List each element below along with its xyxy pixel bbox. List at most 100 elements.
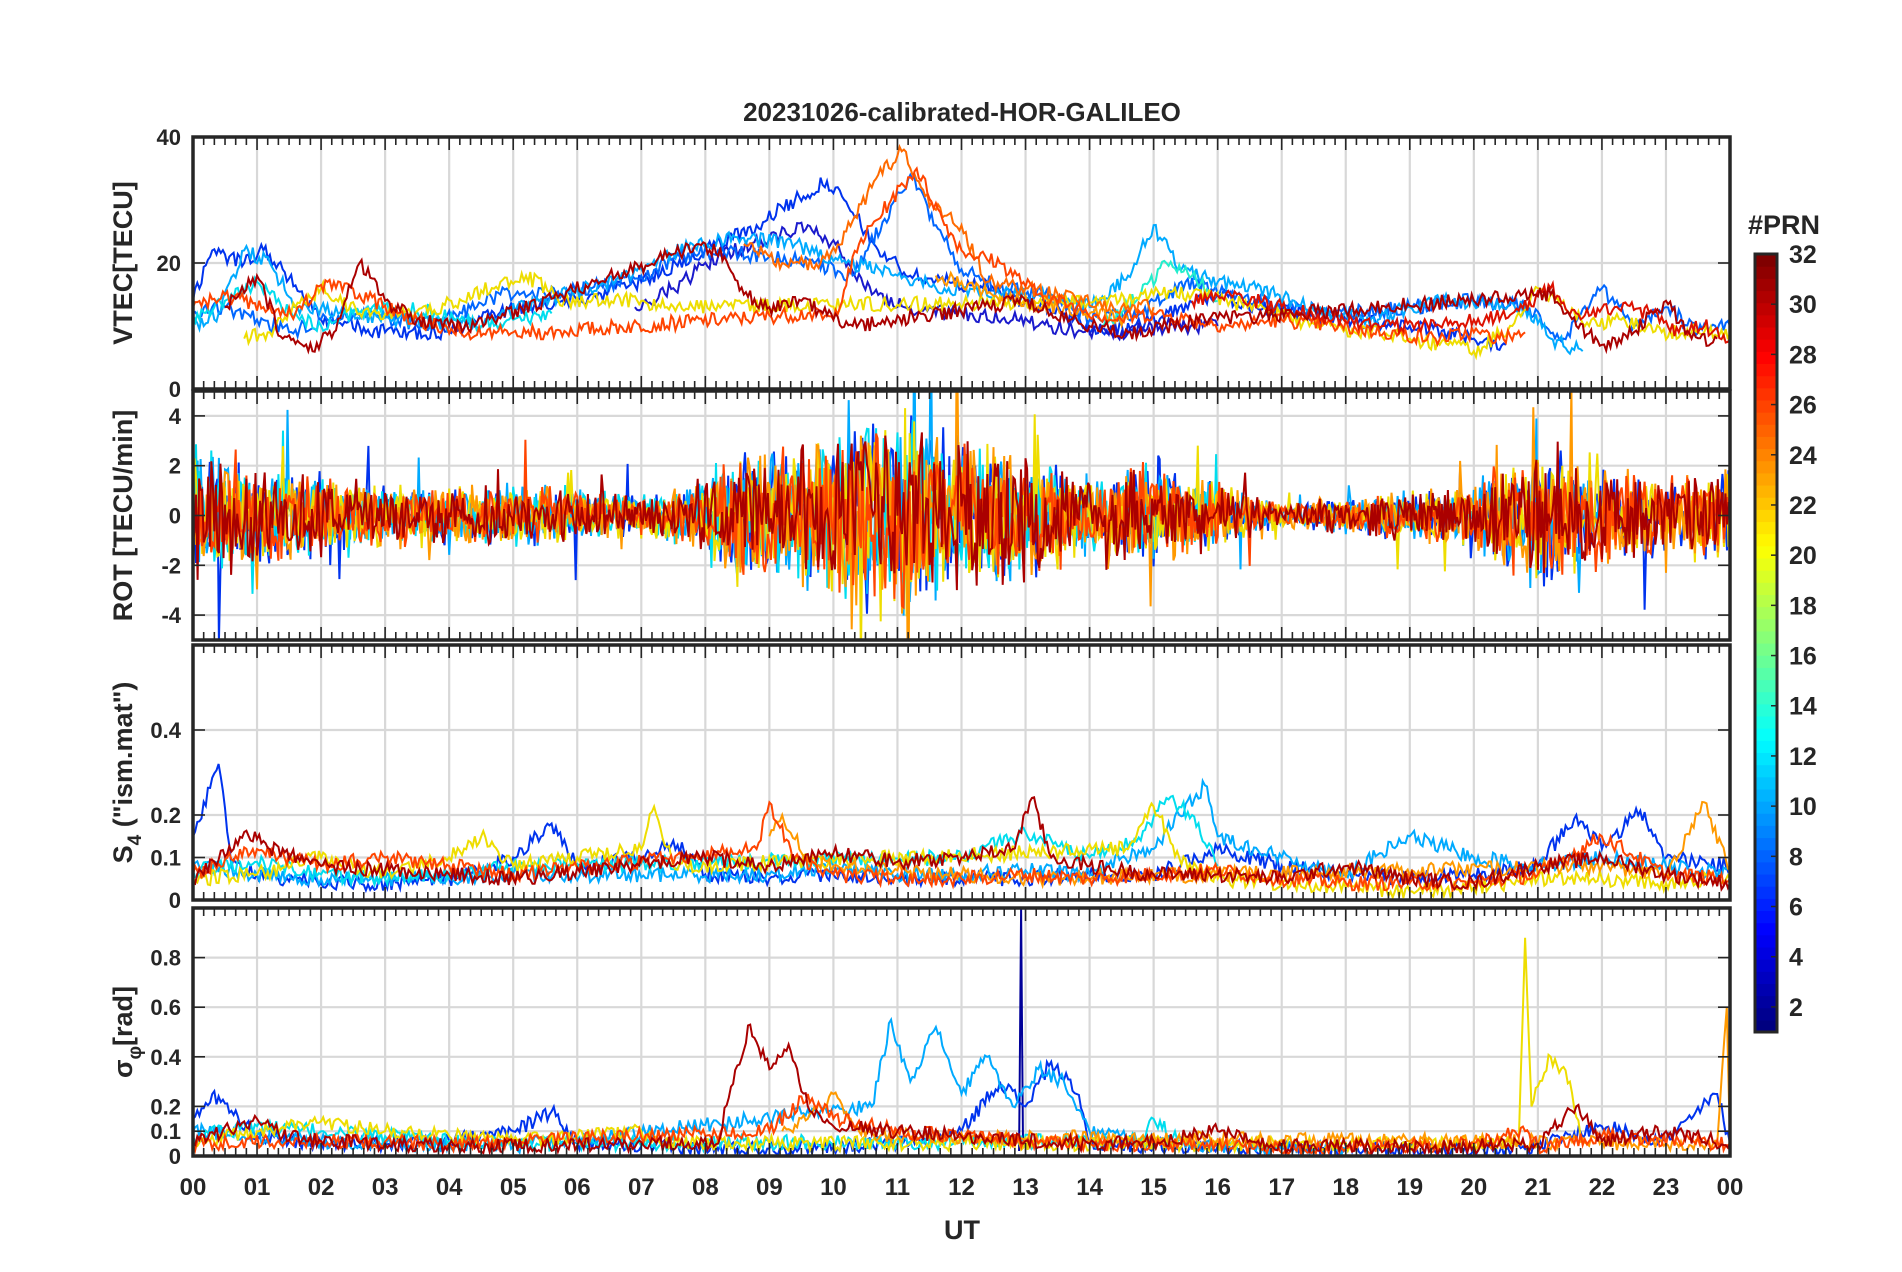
vtec-series-prn-26: [193, 166, 1526, 348]
colorbar-swatch: [1755, 873, 1777, 887]
colorbar-tick-label: 14: [1789, 693, 1817, 721]
colorbar-frame: [1753, 252, 1779, 1034]
colorbar-swatch: [1755, 813, 1777, 826]
axes-frame: [191, 906, 1732, 1158]
colorbar-swatch: [1755, 1007, 1777, 1021]
colorbar-swatch: [1755, 801, 1777, 814]
colorbar-swatch: [1755, 606, 1777, 620]
x-tick-label: 17: [1268, 1174, 1295, 1201]
colorbar-swatch: [1755, 448, 1777, 462]
y-tick-label: 0.2: [150, 803, 181, 828]
y-tick-label: 0.4: [150, 718, 181, 743]
colorbar-tick-label: 20: [1789, 542, 1817, 570]
colorbar-tick-label: 2: [1789, 994, 1803, 1022]
y-tick-label: 0: [169, 888, 181, 913]
y-axis-label: ROT [TECU/min]: [108, 410, 138, 621]
y-axis-label-rest: ("ism.mat"): [108, 682, 138, 835]
colorbar-swatch: [1755, 521, 1777, 535]
colorbar-swatch: [1755, 667, 1777, 681]
colorbar-swatch: [1755, 412, 1777, 425]
colorbar-swatch: [1755, 788, 1777, 802]
panel-rot: -4 -2 0 2 4 ROT [TECU/min]: [108, 389, 1732, 642]
colorbar-label: #PRN: [1748, 210, 1820, 240]
x-tick-label: 18: [1332, 1174, 1359, 1201]
x-tick-label: 08: [692, 1174, 719, 1201]
series-group: [193, 391, 1730, 640]
y-tick-label: 0: [169, 377, 181, 402]
colorbar-swatch: [1755, 278, 1777, 292]
rot-series-prn-20: [193, 408, 1730, 640]
colorbar-swatch: [1755, 509, 1777, 523]
colorbar-swatch: [1755, 266, 1777, 279]
y-axis-label-sub: φ: [125, 1046, 146, 1060]
y-tick-label: 0.4: [150, 1045, 181, 1070]
colorbar-swatch: [1755, 691, 1777, 705]
colorbar-tick-label: 8: [1789, 843, 1803, 871]
colorbar-swatch: [1755, 424, 1777, 437]
colorbar-swatch: [1755, 460, 1777, 474]
y-axis-label-sub: 4: [125, 834, 146, 845]
colorbar-tick-label: 12: [1789, 743, 1817, 771]
colorbar-swatch: [1755, 533, 1777, 547]
y-axis-label: S4 ("ism.mat"): [108, 682, 146, 864]
colorbar-swatch: [1755, 582, 1777, 595]
colorbar-swatch: [1755, 302, 1777, 316]
rot-series-prn-31: [193, 432, 1730, 591]
x-tick-label: 03: [372, 1174, 399, 1201]
colorbar-swatch: [1755, 825, 1777, 839]
colorbar-tick-label: 22: [1789, 492, 1817, 520]
colorbar-swatch: [1755, 351, 1777, 365]
colorbar-swatch: [1755, 679, 1777, 693]
colorbar-swatch: [1755, 545, 1777, 559]
x-axis-label: UT: [944, 1215, 980, 1245]
colorbar-swatch: [1755, 399, 1777, 413]
x-tick-label: 22: [1589, 1174, 1616, 1201]
colorbar-swatch: [1755, 946, 1777, 960]
colorbar-tick-label: 4: [1789, 944, 1803, 972]
colorbar-tick-label: 16: [1789, 643, 1817, 671]
colorbar-swatch: [1755, 764, 1777, 778]
colorbar-swatch: [1755, 387, 1777, 401]
colorbar-swatch: [1755, 922, 1777, 936]
vtec-series-prn-29: [1191, 279, 1730, 344]
y-tick-label: 0.1: [150, 846, 181, 871]
colorbar-tick-label: 10: [1789, 793, 1817, 821]
y-tick-label: 0: [169, 1144, 181, 1169]
sigma_phi-series-prn-20: [193, 937, 1584, 1155]
y-tick-label: -4: [161, 603, 181, 628]
colorbar-tick-label: 30: [1789, 291, 1817, 319]
panel-sigma_phi: 00.10.20.40.60.8σφ[rad]: [108, 906, 1732, 1169]
colorbar-swatch: [1755, 849, 1777, 863]
colorbar-swatch: [1755, 995, 1777, 1009]
y-tick-label: -2: [161, 553, 181, 578]
x-tick-label: 02: [308, 1174, 335, 1201]
series-group: [193, 143, 1730, 361]
colorbar-swatch: [1755, 363, 1777, 377]
colorbar-tick-label: 28: [1789, 341, 1817, 369]
colorbar-swatch: [1755, 1019, 1777, 1033]
colorbar-swatch: [1755, 630, 1777, 644]
colorbar-swatch: [1755, 643, 1777, 656]
colorbar-swatch: [1755, 570, 1777, 583]
colorbar-swatch: [1755, 861, 1777, 875]
x-tick-label: 00: [1717, 1174, 1744, 1201]
y-tick-label: 0.6: [150, 995, 181, 1020]
s4-series-prn-23: [768, 800, 1730, 890]
axes-frame: [191, 135, 1732, 391]
colorbar-swatch: [1755, 971, 1777, 984]
vtec-series-prn-20: [243, 269, 1730, 361]
colorbar-swatch: [1755, 728, 1777, 741]
y-tick-label: 0: [169, 504, 181, 529]
colorbar-swatch: [1755, 326, 1777, 340]
x-tick-label: 16: [1204, 1174, 1231, 1201]
x-tick-label: 12: [948, 1174, 975, 1201]
x-tick-label: 14: [1076, 1174, 1103, 1201]
y-axis-label: VTEC[TECU]: [108, 181, 138, 345]
colorbar-swatch: [1755, 910, 1777, 924]
colorbar-swatch: [1755, 959, 1777, 972]
x-tick-label: 04: [436, 1174, 463, 1201]
x-tick-label: 19: [1396, 1174, 1423, 1201]
colorbar-swatch: [1755, 436, 1777, 450]
y-tick-label: 0.2: [150, 1094, 181, 1119]
